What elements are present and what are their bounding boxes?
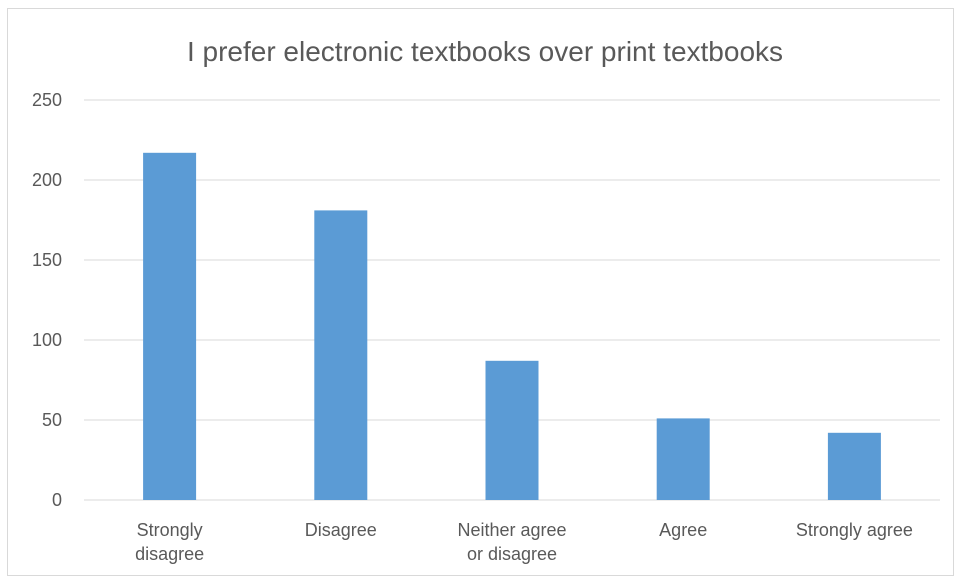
gridlines	[84, 99, 940, 501]
bar	[485, 360, 539, 500]
bars	[143, 152, 881, 501]
x-axis-ticks: Strongly disagree Disagree Neither agree or …	[135, 520, 913, 564]
x-tick-label: Agree	[659, 520, 707, 540]
y-axis-ticks: 0 50 100 150 200 250	[32, 90, 62, 510]
x-tick-label: Disagree	[305, 520, 377, 540]
x-tick-label: or disagree	[467, 544, 557, 564]
y-tick-label: 200	[32, 170, 62, 190]
bar	[143, 152, 197, 501]
x-tick-label: Neither agree	[457, 520, 566, 540]
bar	[656, 418, 710, 500]
y-tick-label: 0	[52, 490, 62, 510]
x-tick-label: disagree	[135, 544, 204, 564]
bar	[314, 210, 368, 500]
y-tick-label: 50	[42, 410, 62, 430]
chart-title: I prefer electronic textbooks over print…	[187, 36, 783, 67]
y-tick-label: 150	[32, 250, 62, 270]
y-tick-label: 100	[32, 330, 62, 350]
x-tick-label: Strongly agree	[796, 520, 913, 540]
x-tick-label: Strongly	[137, 520, 203, 540]
bar	[827, 432, 881, 500]
y-tick-label: 250	[32, 90, 62, 110]
